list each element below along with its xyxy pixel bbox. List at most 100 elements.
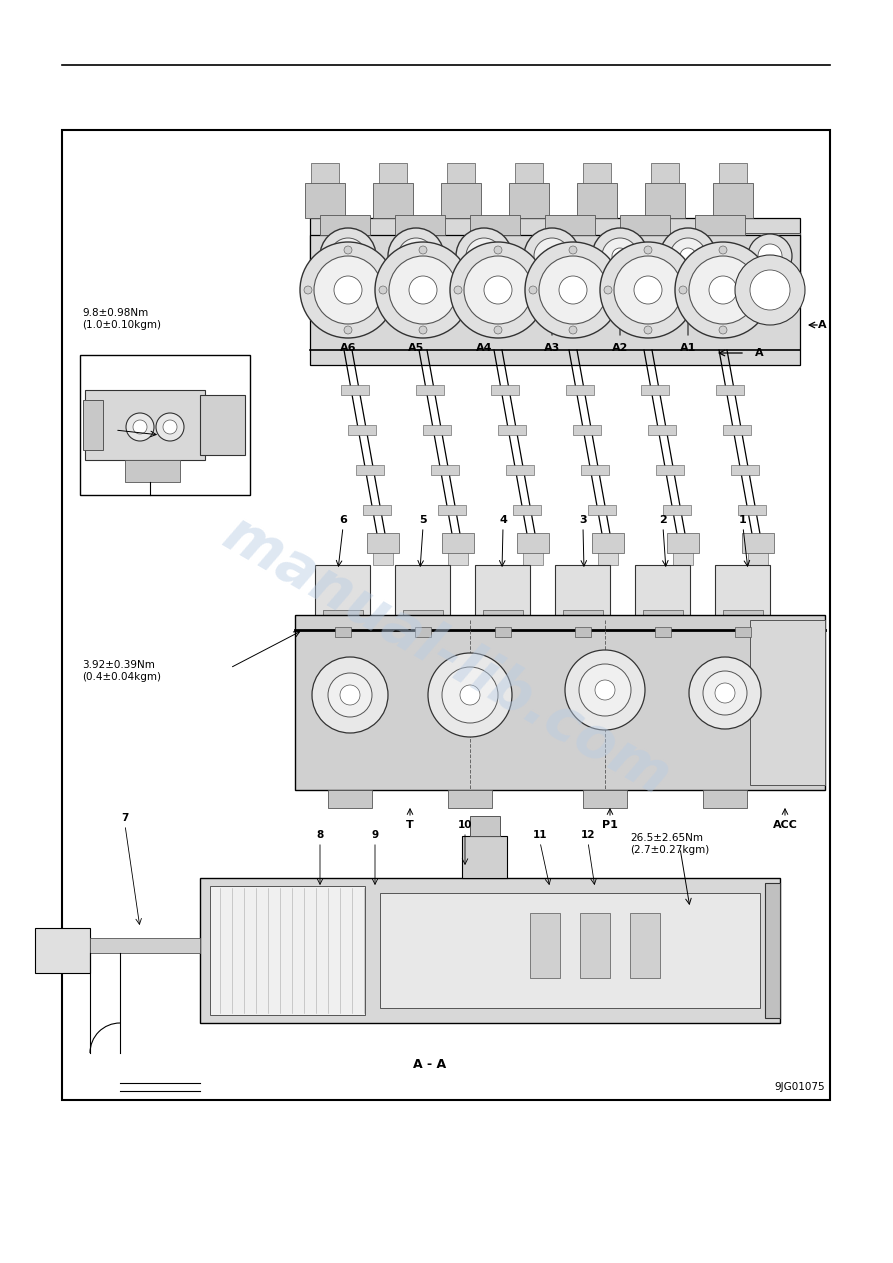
Circle shape [644,326,652,333]
Circle shape [320,229,376,284]
Bar [723,426,751,434]
Bar [575,626,591,637]
Bar [310,218,800,293]
Text: A3: A3 [544,344,560,352]
Bar [738,505,765,515]
Bar [719,163,747,183]
Text: manual-lib.com: manual-lib.com [213,505,680,808]
Text: A: A [755,349,764,357]
Text: 4: 4 [499,515,507,525]
Text: A2: A2 [612,344,628,352]
Circle shape [398,237,434,274]
Circle shape [484,277,512,304]
Bar [367,533,399,553]
Bar [735,626,751,637]
Bar [423,426,451,434]
Circle shape [163,421,177,434]
Bar [315,278,373,296]
Circle shape [494,246,502,254]
Circle shape [634,277,662,304]
Bar [588,505,615,515]
Circle shape [133,421,147,434]
Circle shape [595,679,615,700]
Circle shape [344,326,352,333]
Bar [673,553,693,565]
Bar [695,215,745,235]
Circle shape [689,657,761,729]
Circle shape [454,285,462,294]
Circle shape [312,657,388,733]
Circle shape [592,229,648,284]
Text: 9JG01075: 9JG01075 [774,1082,825,1092]
Bar [742,533,774,553]
Bar [491,385,519,395]
Bar [310,235,800,365]
Bar [667,533,699,553]
Circle shape [534,237,570,274]
Circle shape [126,413,154,441]
Circle shape [679,285,687,294]
Circle shape [328,673,372,717]
Bar [580,465,608,475]
Circle shape [660,229,716,284]
Bar [363,505,391,515]
Bar [509,183,549,218]
Bar [328,789,372,808]
Circle shape [612,248,628,264]
Bar [210,887,365,1015]
Bar [577,183,617,218]
Bar [447,163,475,183]
Bar [495,626,511,637]
Bar [475,565,530,620]
Bar [320,215,370,235]
Bar [85,390,205,460]
Circle shape [524,229,580,284]
Circle shape [459,285,467,294]
Circle shape [670,237,706,274]
Circle shape [719,326,727,333]
Circle shape [428,653,512,738]
Circle shape [644,246,652,254]
Text: 1: 1 [739,515,747,525]
Bar [462,836,507,878]
Bar [513,505,541,515]
Circle shape [684,285,692,294]
Circle shape [388,229,444,284]
Circle shape [544,248,560,264]
Bar [635,565,690,620]
Bar [438,505,466,515]
Circle shape [748,234,792,278]
Bar [373,553,393,565]
Bar [83,400,103,450]
Text: P1: P1 [602,820,618,830]
Bar [379,163,407,183]
Text: 9.8±0.98Nm
(1.0±0.10kgm): 9.8±0.98Nm (1.0±0.10kgm) [82,308,161,330]
Bar [380,893,760,1008]
Circle shape [304,285,312,294]
Text: 5: 5 [419,515,427,525]
Bar [713,183,753,218]
Text: A1: A1 [680,344,697,352]
Bar [723,278,781,296]
Bar [523,553,543,565]
Circle shape [539,256,607,325]
Bar [580,913,610,978]
Bar [315,565,370,620]
Circle shape [156,413,184,441]
Bar [62,130,830,1100]
Text: T: T [406,820,413,830]
Bar [655,626,671,637]
Text: ACC: ACC [772,820,797,830]
Bar [323,610,363,618]
Circle shape [419,326,427,333]
Circle shape [569,326,577,333]
Bar [200,878,780,1023]
Text: A5: A5 [408,344,424,352]
Bar [750,620,825,786]
Bar [583,163,611,183]
Circle shape [334,277,362,304]
Bar [555,565,610,620]
Bar [80,355,250,495]
Bar [498,426,526,434]
Circle shape [689,256,757,325]
